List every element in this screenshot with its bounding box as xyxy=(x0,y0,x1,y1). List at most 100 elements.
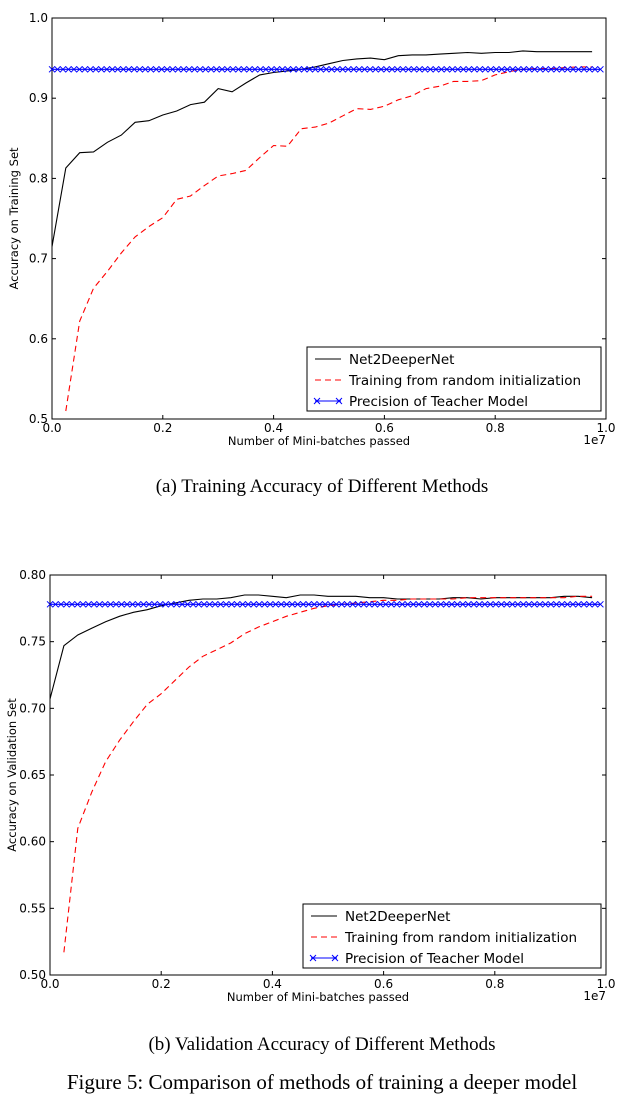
series-marker-3 xyxy=(92,65,100,73)
series-marker-3 xyxy=(486,600,494,608)
series-marker-3 xyxy=(173,600,180,608)
series-marker-3 xyxy=(310,600,318,608)
panel-a-caption: (a) Training Accuracy of Different Metho… xyxy=(155,476,489,497)
series-marker-3 xyxy=(68,600,76,608)
series-marker-3 xyxy=(288,600,296,608)
y-tick-label: 0.70 xyxy=(19,701,46,715)
series-marker-3 xyxy=(420,600,428,608)
x-offset-label: 1e7 xyxy=(583,433,606,447)
series-marker-3 xyxy=(130,65,138,73)
series-marker-3 xyxy=(211,600,219,608)
series-marker-3 xyxy=(169,65,177,73)
series-marker-3 xyxy=(46,600,54,608)
series-marker-3 xyxy=(427,65,434,73)
series-marker-3 xyxy=(163,65,171,73)
series-marker-3 xyxy=(185,65,193,73)
y-axis-label: Accuracy on Validation Set xyxy=(5,698,19,852)
x-tick-label: 0.6 xyxy=(375,421,394,435)
y-tick-label: 0.6 xyxy=(29,332,48,346)
series-marker-3 xyxy=(306,65,314,73)
series-marker-3 xyxy=(547,600,555,608)
legend-label-3: Precision of Teacher Model xyxy=(349,394,528,410)
series-marker-3 xyxy=(250,600,258,608)
series-marker-3 xyxy=(416,65,423,73)
series-marker-3 xyxy=(393,600,401,608)
series-marker-3 xyxy=(277,600,285,608)
series-marker-3 xyxy=(112,600,120,608)
x-tick-label: 1.0 xyxy=(596,421,615,435)
series-marker-3 xyxy=(145,600,153,608)
x-offset-label: 1e7 xyxy=(583,989,606,1003)
series-marker-3 xyxy=(191,65,198,73)
series-marker-3 xyxy=(426,600,434,608)
series-marker-3 xyxy=(257,65,264,73)
series-marker-3 xyxy=(103,65,111,73)
series-marker-3 xyxy=(575,600,582,608)
series-marker-3 xyxy=(520,600,527,608)
series-marker-3 xyxy=(244,600,252,608)
legend-marker-3 xyxy=(335,397,343,405)
legend-label-3: Precision of Teacher Model xyxy=(345,951,524,967)
y-tick-label: 0.65 xyxy=(19,768,46,782)
series-marker-3 xyxy=(498,65,506,73)
series-marker-3 xyxy=(101,600,109,608)
legend-box xyxy=(302,903,602,969)
series-marker-3 xyxy=(158,65,166,73)
series-line-2 xyxy=(63,595,593,953)
series-marker-3 xyxy=(222,600,230,608)
series-marker-3 xyxy=(129,600,136,608)
series-marker-3 xyxy=(558,65,566,73)
series-marker-3 xyxy=(580,65,588,73)
y-tick-label: 0.50 xyxy=(19,968,46,982)
series-marker-3 xyxy=(151,600,158,608)
series-marker-3 xyxy=(558,600,566,608)
series-marker-3 xyxy=(542,600,549,608)
series-marker-3 xyxy=(295,65,303,73)
series-marker-3 xyxy=(431,600,439,608)
legend-box xyxy=(306,346,602,412)
series-marker-3 xyxy=(388,65,396,73)
y-tick-label: 0.80 xyxy=(19,568,46,582)
x-axis-label: Number of Mini-batches passed xyxy=(228,434,410,448)
x-tick-label: 0.8 xyxy=(486,421,505,435)
series-marker-3 xyxy=(57,600,65,608)
series-marker-3 xyxy=(107,600,114,608)
series-marker-3 xyxy=(217,600,224,608)
series-marker-3 xyxy=(233,600,241,608)
series-marker-3 xyxy=(333,65,341,73)
series-marker-3 xyxy=(492,600,500,608)
y-tick-label: 0.55 xyxy=(19,901,46,915)
series-marker-3 xyxy=(586,600,593,608)
series-marker-3 xyxy=(454,65,462,73)
series-marker-3 xyxy=(350,65,358,73)
y-tick-label: 0.60 xyxy=(19,835,46,849)
series-marker-3 xyxy=(470,600,478,608)
legend-label-1: Net2DeeperNet xyxy=(345,909,450,925)
series-marker-3 xyxy=(536,600,544,608)
series-marker-3 xyxy=(464,600,472,608)
series-marker-3 xyxy=(119,65,127,73)
series-marker-3 xyxy=(167,600,175,608)
series-marker-3 xyxy=(283,600,291,608)
x-axis-label: Number of Mini-batches passed xyxy=(227,990,409,1004)
series-marker-3 xyxy=(162,600,169,608)
series-marker-3 xyxy=(299,600,307,608)
series-marker-3 xyxy=(453,600,461,608)
panel-b-caption: (b) Validation Accuracy of Different Met… xyxy=(148,1034,496,1055)
series-marker-3 xyxy=(492,65,500,73)
series-marker-3 xyxy=(118,600,125,608)
series-marker-3 xyxy=(442,600,450,608)
legend-marker-3 xyxy=(331,954,339,962)
y-tick-label: 0.8 xyxy=(29,171,48,185)
series-marker-3 xyxy=(218,65,226,73)
series-marker-3 xyxy=(189,600,197,608)
chart-validation-accuracy: 0.0 0.2 0.4 0.6 0.8 1.0 0.50 0.55 0.60 0.65 0.70 0.… xyxy=(5,568,616,1004)
legend-marker-3 xyxy=(313,397,321,405)
series-marker-3 xyxy=(328,65,336,73)
series-marker-3 xyxy=(180,65,187,73)
series-marker-3 xyxy=(52,600,59,608)
y-tick-label: 1.0 xyxy=(29,11,48,25)
series-marker-3 xyxy=(98,65,105,73)
y-tick-label: 0.9 xyxy=(29,91,48,105)
series-marker-3 xyxy=(520,65,528,73)
